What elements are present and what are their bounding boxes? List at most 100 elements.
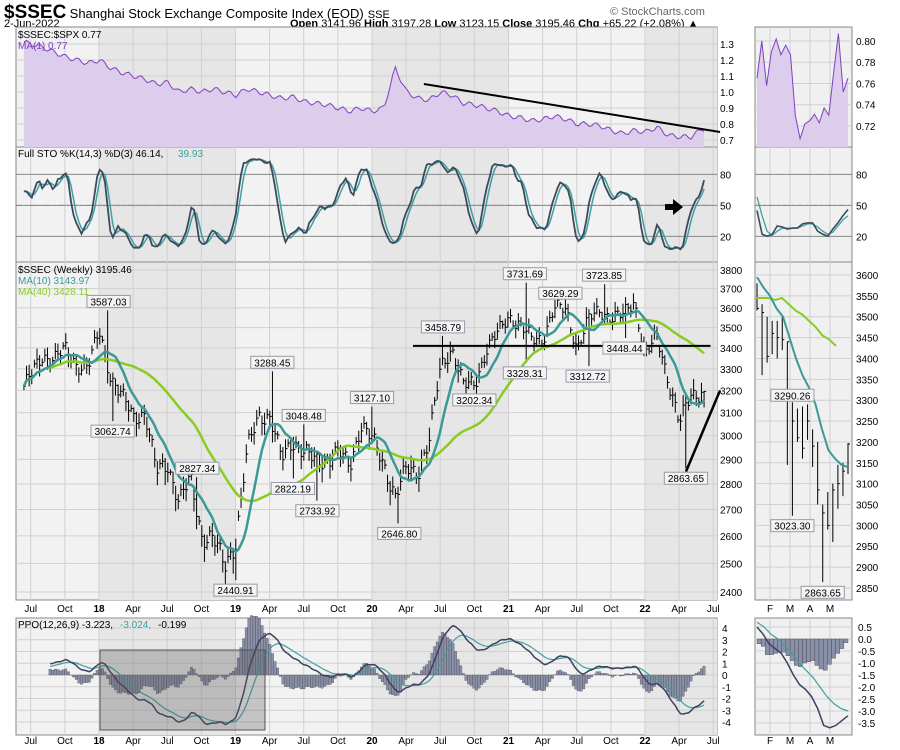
ppo-histogram-bar [370,667,374,676]
ppo-histogram-bar [132,674,136,694]
ppo-histogram-bar [417,673,421,676]
mini-ppo-histogram-bar [831,638,836,659]
ppo-histogram-bar [231,671,235,676]
x-tick-label: Jul [24,604,37,615]
ppo-histogram-bar [446,637,450,676]
sto-legend: Full STO %K(14,3) %D(3) 46.14, [18,149,163,160]
ppo-histogram-bar [464,674,468,681]
ppo-histogram-bar [692,674,695,676]
ppo-histogram-bar [558,669,562,676]
ppo-histogram-bar [543,674,546,691]
price-annotation: 3312.72 [570,372,607,383]
mini-price-annotation-box [800,585,845,599]
ppo-histogram-bar [600,673,604,676]
ppo-histogram-bar [535,674,539,691]
ppo-histogram-bar [663,674,667,689]
ppo-histogram-bar [697,671,701,676]
price-axis-label: 3500 [720,324,743,335]
mini-ppo-histogram-bar [818,638,824,670]
ppo-histogram-bar [506,669,510,676]
ratio-axis-label: 1.3 [720,40,734,51]
ppo-histogram-bar [237,657,240,676]
ppo-histogram-bar [200,674,204,682]
copyright: © StockCharts.com [610,6,705,18]
x-tick-label: Oct [603,736,619,747]
ppo-axis-label: 4 [722,624,728,635]
ppo-histogram-bar [582,674,586,690]
sto-mini-axis-label: 50 [856,201,868,212]
ppo-histogram-bar [496,669,499,676]
ppo-histogram-bar [626,673,630,676]
ppo-histogram-bar [242,638,246,676]
ppo-histogram-bar [624,673,627,676]
ppo-histogram-bar [441,632,444,676]
ppo-histogram-bar [632,672,635,676]
ppo-histogram-bar [299,674,303,690]
ratio-line [23,39,705,140]
ppo-histogram-bar [121,674,125,693]
price-annotation: 3048.48 [286,411,323,422]
x-tick-label: Oct [603,604,619,615]
ppo-histogram-bar [108,674,112,685]
price-annotation-box [270,481,315,495]
ppo-mini-axis-label: 0.0 [858,635,872,646]
ma10-line [22,309,706,554]
x-tick-label: 22 [639,604,651,615]
mini-price-annotation: 3290.26 [774,391,811,402]
price-annotation-box [90,424,135,438]
ppo-histogram-bar [367,665,371,676]
price-mini-axis-label: 3250 [856,417,879,428]
ppo-axis-label: 3 [722,636,728,647]
ppo-histogram-bar [585,674,588,684]
mini-ppo-histogram-bar [839,638,845,649]
ppo-histogram-bar [48,668,52,676]
ppo-histogram-bar [153,674,157,691]
price-annotation-box [281,408,326,422]
x-tick-label: Jul [570,736,583,747]
mini-x-tick-label: F [767,736,773,747]
ppo-histogram-bar [694,673,698,676]
ppo-histogram-bar [564,672,567,676]
ppo-histogram-bar [292,674,295,690]
mini-x-tick-label: M [786,736,794,747]
price-annotation-box [213,583,258,597]
ppo-histogram-bar [323,674,327,687]
ppo-histogram-bar [142,674,146,686]
price-annotation-box [452,393,497,407]
ppo-histogram-bar [608,674,612,676]
ppo-histogram-bar [412,672,416,676]
x-tick-label: Apr [535,736,551,747]
ppo-histogram-bar [203,674,206,686]
ppo-histogram-bar [176,674,180,688]
ppo-histogram-bar [315,674,319,687]
ppo-histogram-bar [527,674,531,686]
ppo-histogram-bar [639,674,643,685]
mini-ppo-histogram-bar [810,638,816,661]
x-tick-label: 20 [366,736,378,747]
sto-axis-label: 50 [720,201,732,212]
ppo-histogram-bar [394,674,397,696]
mini-ppo-signal-line [756,621,849,712]
price-annotation: 3288.45 [254,358,291,369]
ppo-histogram-bar [702,666,706,676]
ppo-histogram-bar [82,674,86,684]
ppo-histogram-bar [548,674,552,682]
ppo-histogram-bar [516,674,520,679]
ppo-histogram-bar [320,674,324,689]
ppo-histogram-bar [247,618,251,676]
ppo-histogram-bar [258,618,261,676]
x-tick-label: 21 [503,604,515,615]
ppo-histogram-bar [422,666,426,676]
ratio-mini-axis-label: 0.74 [856,101,876,112]
x-tick-label: Jul [161,736,174,747]
price-annotation: 3127.10 [354,394,391,405]
mini-ppo-histogram-bar [802,638,807,664]
ppo-histogram-bar [687,674,690,688]
ppo-histogram-bar [59,670,62,676]
ppo-histogram-bar [637,674,641,679]
ppo-histogram-bar [467,674,470,685]
ppo-histogram-bar [289,674,293,689]
mini-ppo-histogram-bar [835,638,840,654]
